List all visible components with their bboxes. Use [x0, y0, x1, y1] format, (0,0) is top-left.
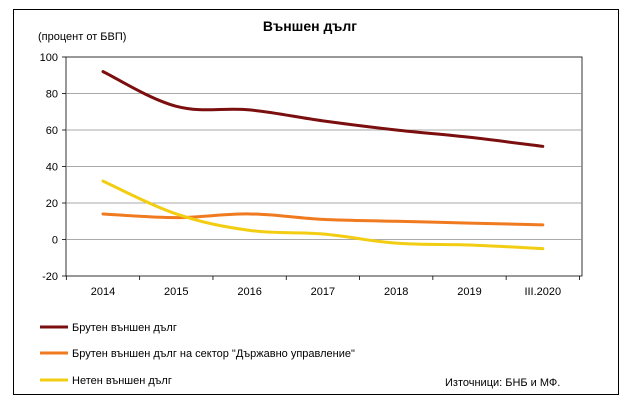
- y-tick-label: 60: [46, 125, 58, 137]
- x-tick-label: 2015: [164, 286, 188, 298]
- x-tick-label: 2014: [91, 286, 115, 298]
- x-tick-label: III.2020: [524, 286, 561, 298]
- x-tick-label: 2016: [237, 286, 261, 298]
- y-tick-label: 0: [52, 235, 58, 247]
- legend-label-0: Брутен външен дълг: [72, 322, 177, 334]
- chart-frame: [13, 9, 619, 395]
- series-line-2: [101, 179, 545, 251]
- series-line-0: [101, 70, 545, 148]
- y-tick-label: 40: [46, 162, 58, 174]
- y-tick-label: 100: [40, 52, 58, 64]
- x-tick-label: 2019: [457, 286, 481, 298]
- y-tick-label: -20: [42, 271, 58, 283]
- chart-title: Външен дълг: [263, 18, 357, 34]
- y-tick-label: 20: [46, 198, 58, 210]
- x-tick-label: 2017: [311, 286, 335, 298]
- x-tick-label: 2018: [384, 286, 408, 298]
- y-tick-label: 80: [46, 89, 58, 101]
- y-axis-label: (процент от БВП): [38, 31, 126, 43]
- legend-label-2: Нетен външен дълг: [72, 375, 172, 387]
- source-note: Източници: БНБ и МФ.: [445, 377, 560, 389]
- series-line-1: [101, 212, 545, 227]
- legend-label-1: Брутен външен дълг на сектор "Държавно у…: [72, 348, 355, 360]
